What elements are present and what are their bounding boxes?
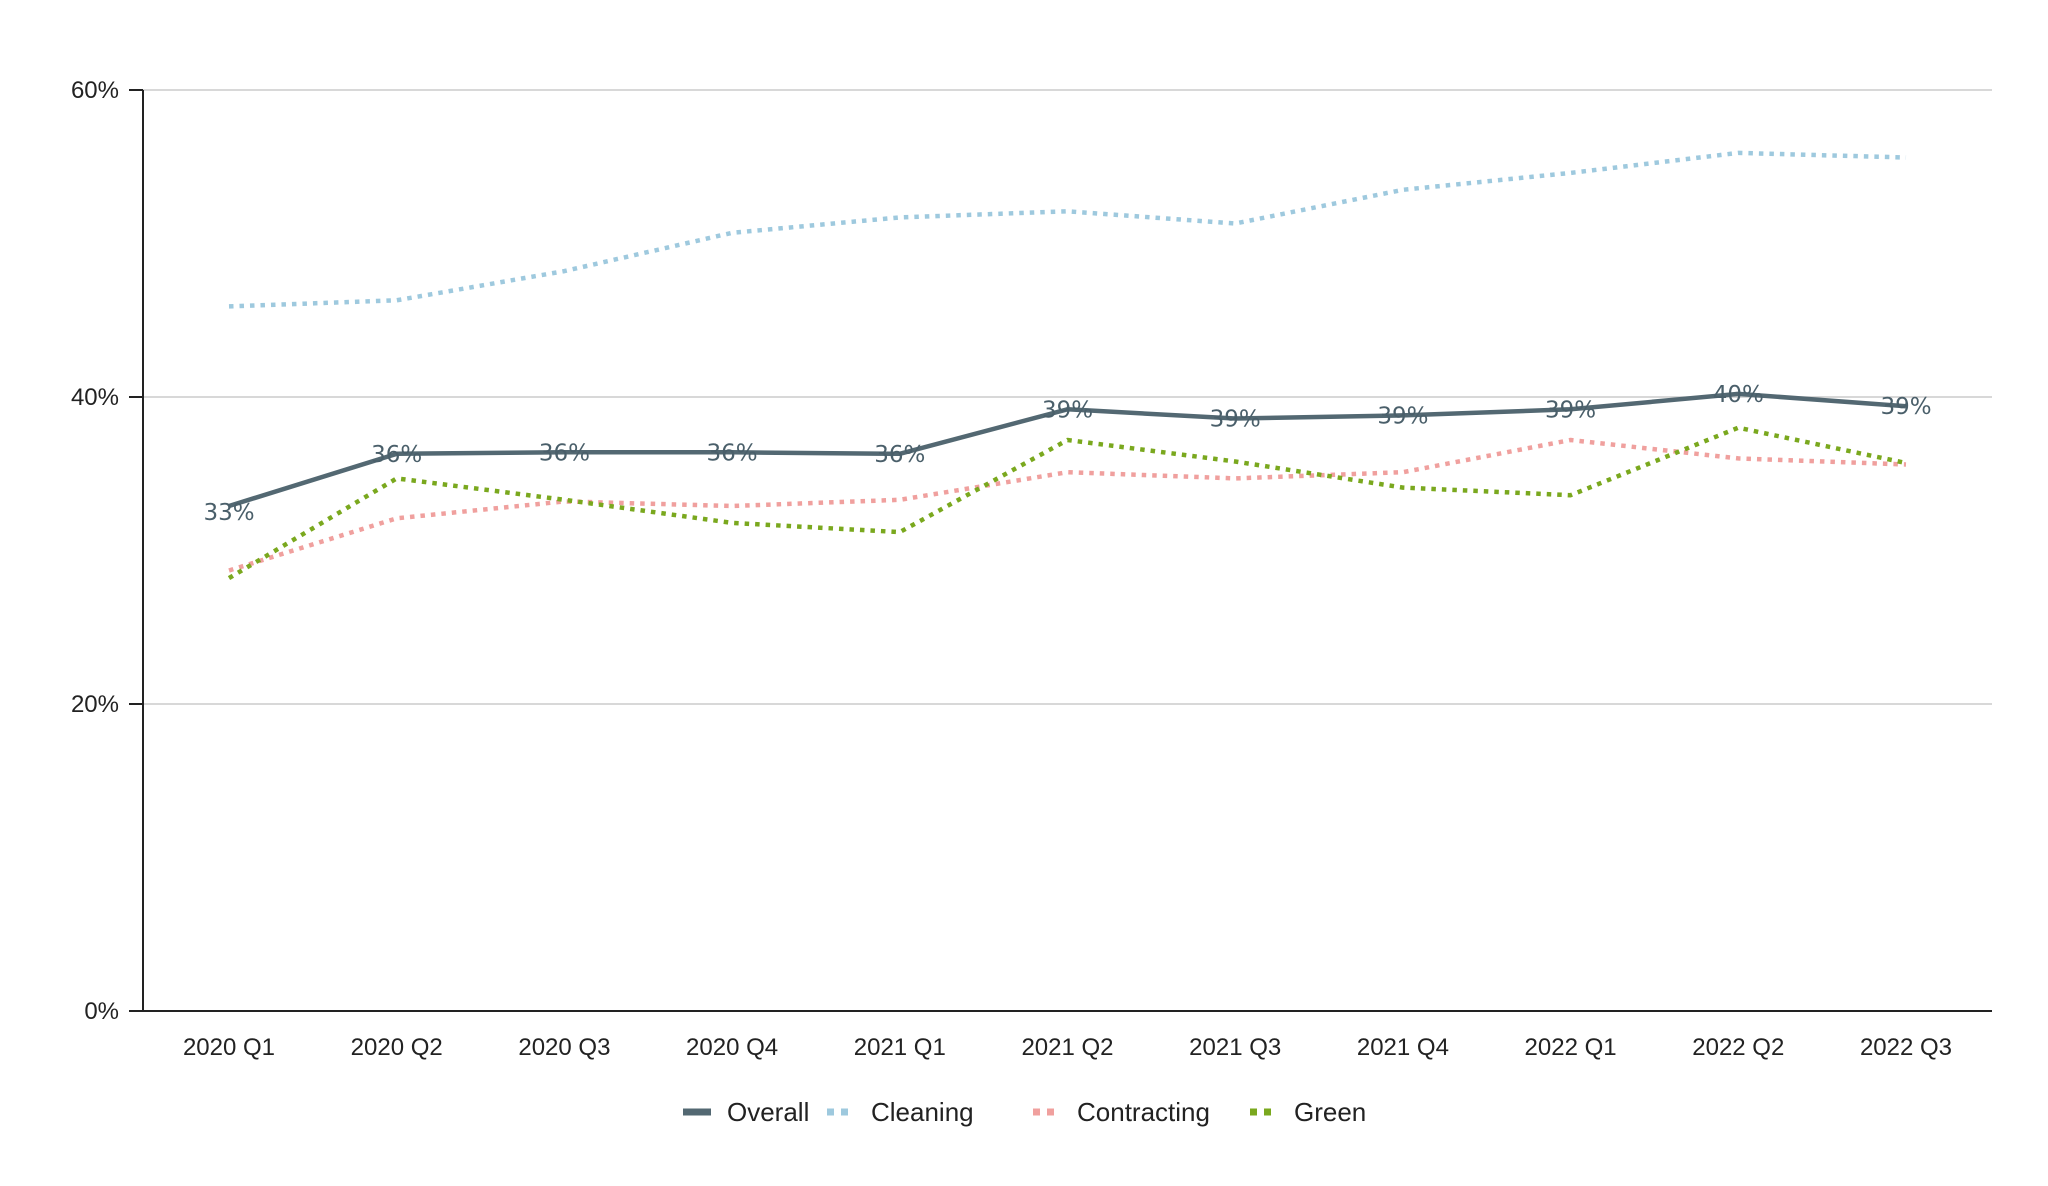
legend-label: Cleaning <box>871 1097 974 1127</box>
y-tick-label: 60% <box>71 77 119 104</box>
data-label: 36% <box>371 442 422 468</box>
x-tick-label: 2022 Q1 <box>1525 1034 1617 1061</box>
data-label: 40% <box>1713 382 1764 408</box>
axes: 0% 20% 40% 60% 2020 Q1 2020 Q2 2020 Q3 2020 Q4 2… <box>71 77 1992 1061</box>
x-tick-label: 2021 Q4 <box>1357 1034 1449 1061</box>
y-tick-label: 20% <box>71 691 119 718</box>
data-label: 36% <box>539 440 590 466</box>
legend-item-green: Green <box>1250 1097 1366 1127</box>
data-label: 39% <box>1545 397 1596 423</box>
data-label: 39% <box>1377 403 1428 429</box>
x-tick-label: 2020 Q2 <box>351 1034 443 1061</box>
data-label: 33% <box>203 500 254 526</box>
data-label: 39% <box>1210 406 1261 432</box>
x-tick-label: 2021 Q1 <box>854 1034 946 1061</box>
data-label: 39% <box>1880 394 1931 420</box>
x-tick-label: 2021 Q2 <box>1021 1034 1113 1061</box>
legend: Overall Cleaning Contracting Green <box>683 1097 1366 1127</box>
legend-label: Green <box>1294 1097 1366 1127</box>
data-label: 36% <box>874 442 925 468</box>
legend-label: Contracting <box>1077 1097 1210 1127</box>
series-line-cleaning <box>228 150 1907 309</box>
data-labels: 33% 36% 36% 36% 36% 39% 39% 39% 39% 40% 39% <box>203 382 1931 526</box>
series-lines <box>227 150 1907 581</box>
x-tick-label: 2020 Q4 <box>686 1034 778 1061</box>
y-tick-label: 40% <box>71 384 119 411</box>
data-label: 39% <box>1042 397 1093 423</box>
x-tick-label: 2021 Q3 <box>1189 1034 1281 1061</box>
x-tick-label: 2020 Q3 <box>518 1034 610 1061</box>
legend-item-cleaning: Cleaning <box>827 1097 974 1127</box>
series-line-contracting <box>228 437 1907 573</box>
x-tick-label: 2020 Q1 <box>183 1034 275 1061</box>
x-tick-label: 2022 Q3 <box>1860 1034 1952 1061</box>
legend-item-contracting: Contracting <box>1033 1097 1210 1127</box>
y-tick-label: 0% <box>84 998 119 1025</box>
data-label: 36% <box>707 440 758 466</box>
series-line-green <box>227 425 1907 581</box>
series-line-overall <box>228 391 1907 509</box>
legend-item-overall: Overall <box>683 1097 809 1127</box>
legend-label: Overall <box>727 1097 809 1127</box>
x-tick-label: 2022 Q2 <box>1692 1034 1784 1061</box>
